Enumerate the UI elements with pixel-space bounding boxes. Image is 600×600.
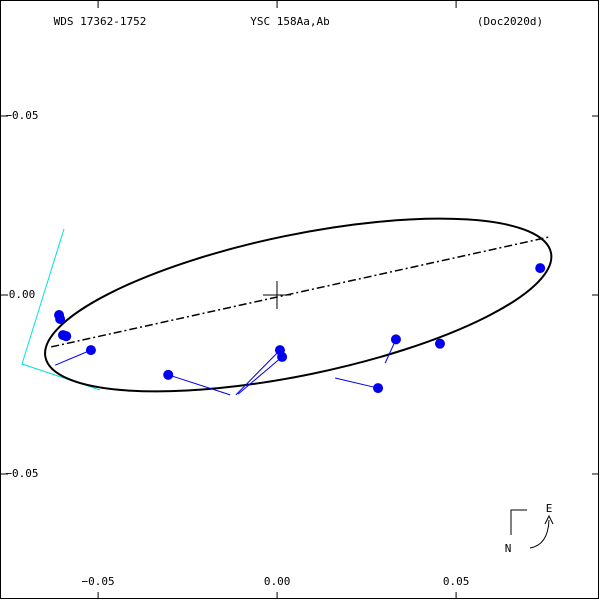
y-tick-label: −0.05 bbox=[5, 467, 38, 480]
x-tick-label: 0.00 bbox=[264, 575, 291, 588]
line-of-nodes bbox=[51, 236, 550, 348]
residual bbox=[334, 377, 379, 389]
residual bbox=[168, 374, 231, 396]
point bbox=[163, 369, 174, 380]
compass-arrow bbox=[529, 519, 550, 549]
point bbox=[61, 331, 72, 342]
residual bbox=[237, 356, 283, 395]
residual bbox=[54, 349, 92, 366]
y-tick-label: −0.05 bbox=[5, 109, 38, 122]
point bbox=[434, 338, 445, 349]
reference: (Doc2020d) bbox=[477, 15, 543, 28]
y-tick-label: 0.00 bbox=[9, 288, 36, 301]
compass bbox=[510, 509, 527, 535]
point bbox=[55, 313, 66, 324]
compass-east: E bbox=[546, 502, 553, 515]
x-tick-label: −0.05 bbox=[82, 575, 115, 588]
compass-arrow bbox=[544, 514, 554, 525]
residual bbox=[235, 349, 281, 396]
point bbox=[277, 351, 288, 362]
point bbox=[85, 345, 96, 356]
point bbox=[373, 383, 384, 394]
chart-title: YSC 158Aa,Ab bbox=[250, 15, 329, 28]
compass-north: N bbox=[505, 542, 512, 555]
point bbox=[390, 334, 401, 345]
subtitle: WDS 17362-1752 bbox=[54, 15, 147, 28]
point bbox=[535, 263, 546, 274]
direction-lines bbox=[21, 228, 101, 391]
orbit bbox=[44, 217, 553, 393]
x-tick-label: 0.05 bbox=[443, 575, 470, 588]
